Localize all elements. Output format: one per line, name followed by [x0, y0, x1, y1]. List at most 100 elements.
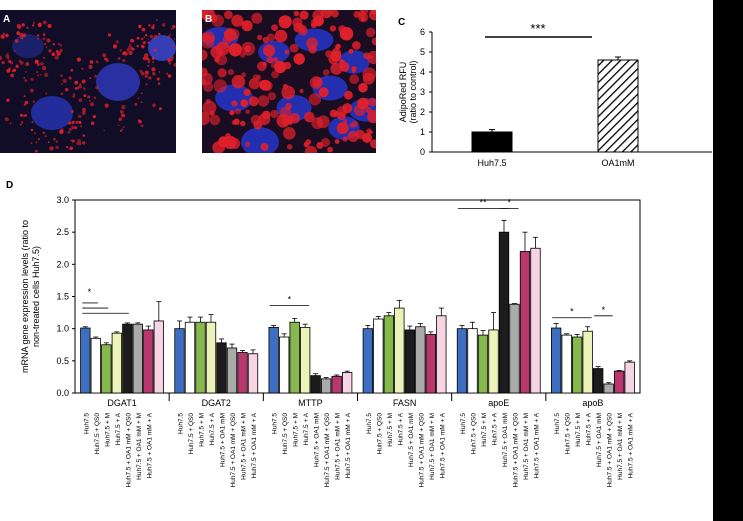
d-condition-label: Huh7.5 + QS0 — [376, 413, 383, 455]
d-condition-label: Huh7.5 + M — [199, 413, 206, 447]
d-group-label: DGAT2 — [202, 398, 231, 408]
d-bar — [488, 329, 499, 394]
d-condition-label: Huh7.5 + OA1 mM + QS0 — [513, 413, 520, 488]
c-ytick-label: 2 — [420, 107, 425, 117]
chart-d: 0.0 0.5 1.0 1.5 2.0 2.5 3.0 mRNA gene expressio… — [20, 195, 641, 488]
d-bar — [153, 320, 164, 394]
d-sig-label: * — [507, 197, 511, 207]
micrograph-b — [202, 10, 376, 153]
d-bar — [551, 327, 562, 394]
d-bar — [237, 352, 248, 394]
d-bar — [300, 326, 311, 394]
d-bar — [498, 231, 510, 394]
c-bar — [597, 59, 639, 153]
d-bar — [132, 323, 143, 394]
d-bar — [90, 337, 101, 394]
d-ylabel-line: mRNA gene expression levels (ratio to — [20, 220, 30, 373]
d-bar — [467, 328, 478, 394]
c-ytick-label: 3 — [420, 87, 425, 97]
d-sig-label: * — [88, 287, 92, 297]
d-bar — [415, 326, 426, 394]
d-ytick-label: 1.5 — [56, 292, 69, 302]
panel-label-b: B — [205, 14, 213, 25]
d-bar — [383, 315, 394, 394]
d-ytick-label: 0.5 — [56, 356, 69, 366]
d-condition-label: Huh7.5 — [554, 413, 561, 434]
d-condition-label: Huh7.5 + OA1 mM + M — [523, 413, 530, 480]
d-bar — [111, 332, 122, 394]
c-category-label: OA1mM — [601, 158, 634, 168]
d-condition-label: Huh7.5 + OA1 mM + QS0 — [125, 413, 132, 488]
c-ytick-label: 1 — [420, 127, 425, 137]
d-ytick-label: 2.0 — [56, 259, 69, 269]
d-sig-label: * — [570, 307, 574, 317]
d-condition-label: Huh7.5 + M — [387, 413, 394, 447]
d-bar — [101, 344, 112, 394]
d-condition-label: Huh7.5 + OA1 mM — [314, 413, 321, 467]
d-bar — [582, 330, 593, 394]
d-bar — [561, 334, 572, 394]
c-category-label: Huh7.5 — [477, 158, 506, 168]
d-condition-label: Huh7.5 + OA1 mM + A — [628, 412, 635, 478]
right-edge-bar — [713, 0, 743, 521]
d-condition-label: Huh7.5 + A — [397, 412, 404, 445]
d-bar — [456, 328, 468, 394]
panel-label-a: A — [3, 14, 11, 25]
d-bar — [331, 375, 342, 394]
d-condition-label: Huh7.5 + OA1 mM + A — [345, 412, 352, 478]
d-condition-label: Huh7.5 — [366, 413, 373, 434]
d-condition-label: Huh7.5 — [460, 413, 467, 434]
d-condition-label: Huh7.5 — [83, 413, 90, 434]
d-condition-label: Huh7.5 + A — [492, 412, 499, 445]
d-bar — [143, 329, 154, 394]
c-bar — [471, 131, 513, 153]
c-ytick-label: 5 — [420, 47, 425, 57]
d-condition-label: Huh7.5 + M — [104, 413, 111, 447]
d-group-label: FASN — [393, 398, 417, 408]
d-bar — [289, 321, 300, 394]
d-bar — [279, 336, 290, 394]
d-bar — [321, 378, 332, 394]
d-bar — [205, 321, 217, 394]
d-condition-label: Huh7.5 + M — [481, 413, 488, 447]
d-bar — [624, 361, 635, 394]
d-condition-label: Huh7.5 + OA1 mM — [408, 413, 415, 467]
d-condition-label: Huh7.5 + OA1 mM — [502, 413, 509, 467]
d-condition-label: Huh7.5 + OA1 mM + M — [429, 413, 436, 480]
d-condition-label: Huh7.5 + A — [209, 412, 216, 445]
d-condition-label: Huh7.5 — [178, 413, 185, 434]
d-condition-label: Huh7.5 + OA1 mM + QS0 — [230, 413, 237, 488]
d-group-label: apoB — [582, 398, 603, 408]
d-group-label: apoE — [488, 398, 509, 408]
c-sig-label: *** — [530, 21, 545, 36]
d-bar — [247, 353, 259, 394]
d-condition-label: Huh7.5 + QS0 — [188, 413, 195, 455]
d-ytick-label: 1.0 — [56, 324, 69, 334]
d-condition-label: Huh7.5 + A — [115, 412, 122, 445]
d-bar — [509, 303, 520, 394]
d-condition-label: Huh7.5 + A — [303, 412, 310, 445]
d-condition-label: Huh7.5 + OA1 mM + M — [136, 413, 143, 480]
d-bar — [530, 247, 541, 394]
d-bar — [174, 328, 185, 394]
d-bar — [373, 318, 384, 394]
d-bar — [122, 323, 133, 394]
d-condition-label: Huh7.5 + QS0 — [565, 413, 572, 455]
d-condition-label: Huh7.5 + OA1 mM + A — [251, 412, 258, 478]
d-ylabel: mRNA gene expression levels (ratio tonon… — [20, 220, 41, 373]
d-bar — [425, 334, 436, 394]
panel-label-c: C — [398, 17, 406, 28]
d-ytick-label: 0.0 — [56, 388, 69, 398]
d-bar — [216, 342, 227, 394]
d-condition-label: Huh7.5 + QS0 — [282, 413, 289, 455]
d-sig-label: ** — [479, 197, 487, 207]
d-bar — [572, 336, 583, 394]
d-condition-label: Huh7.5 + A — [586, 412, 593, 445]
c-ytick-label: 0 — [420, 147, 425, 157]
panel-label-d: D — [6, 180, 14, 191]
micrograph-a — [0, 10, 176, 153]
d-condition-label: Huh7.5 + OA1 mM + QS0 — [607, 413, 614, 488]
d-ytick-label: 2.5 — [56, 227, 69, 237]
d-condition-label: Huh7.5 + OA1 mM + A — [534, 412, 541, 478]
d-bar — [404, 329, 415, 394]
